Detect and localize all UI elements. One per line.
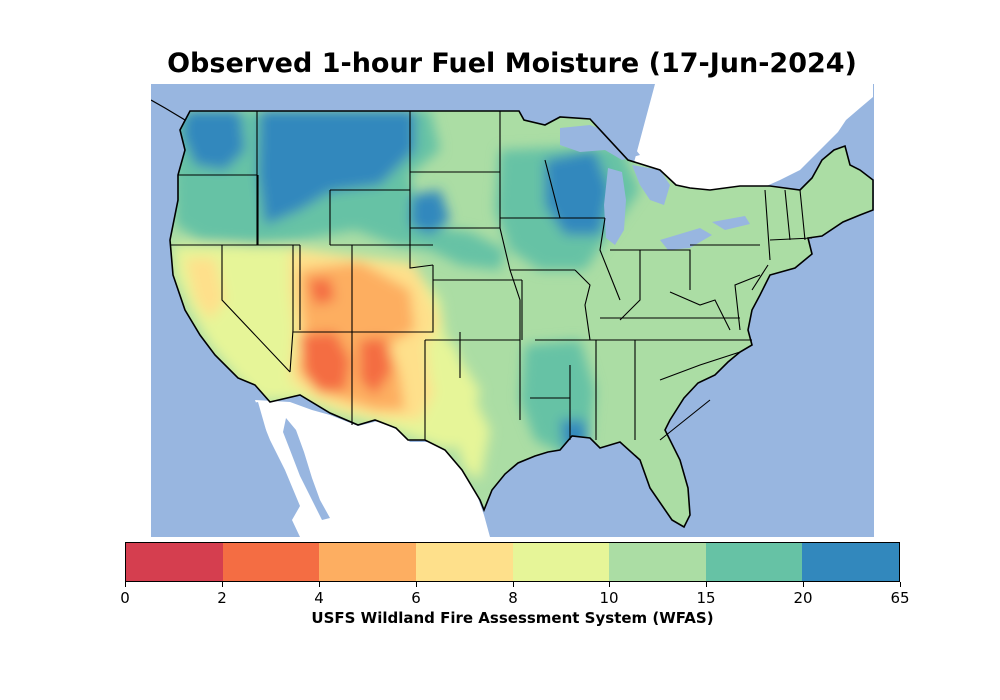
colorbar-bin-8-10 xyxy=(512,543,610,581)
lake-ontario xyxy=(712,216,750,230)
colorbar-bin-20-65 xyxy=(802,543,899,581)
colorbar-tick-label: 4 xyxy=(314,589,324,607)
lake-erie xyxy=(660,228,712,250)
colorbar-bin-10-15 xyxy=(609,543,706,581)
colorbar-tick xyxy=(803,582,804,587)
moisture-20-65-montana xyxy=(258,111,415,225)
moisture-20-65-wisconsin xyxy=(545,150,610,235)
us-outline xyxy=(169,110,874,529)
colorbar-bin-0-2 xyxy=(126,543,223,581)
map-title: Observed 1-hour Fuel Moisture (17-Jun-20… xyxy=(167,48,857,79)
colorbar-tick xyxy=(416,582,417,587)
colorbar-tick xyxy=(513,582,514,587)
colorbar-bin-15-20 xyxy=(705,543,803,581)
colorbar-bin-2-4 xyxy=(222,543,320,581)
colorbar-bin-6-8 xyxy=(415,543,513,581)
conus-fuel-moisture-map xyxy=(151,84,874,537)
map-panel xyxy=(151,84,874,537)
great-lakes xyxy=(560,85,750,250)
colorbar-tick-label: 8 xyxy=(508,589,518,607)
colorbar xyxy=(125,542,900,582)
moisture-8-10-westtexas xyxy=(425,340,490,480)
moisture-2-4-arizona xyxy=(300,278,392,395)
colorbar-tick xyxy=(900,582,901,587)
colorbar-tick xyxy=(609,582,610,587)
moisture-20-65-washington xyxy=(182,111,245,170)
lake-huron xyxy=(632,165,670,205)
lake-winnipeg-region xyxy=(588,85,602,104)
colorbar-tick-label: 65 xyxy=(890,589,910,607)
colorbar-tick-label: 6 xyxy=(411,589,421,607)
baja-coast-water xyxy=(151,402,294,537)
colorbar-caption: USFS Wildland Fire Assessment System (WF… xyxy=(311,609,714,627)
lake-michigan xyxy=(604,168,626,245)
colorbar-tick xyxy=(706,582,707,587)
moisture-20-65-sdakota xyxy=(410,190,450,235)
colorbar-tick-label: 15 xyxy=(696,589,716,607)
colorbar-tick xyxy=(319,582,320,587)
colorbar-tick xyxy=(125,582,126,587)
colorbar-bin-4-6 xyxy=(319,543,416,581)
fuel-moisture-field xyxy=(170,111,873,527)
state-boundaries xyxy=(169,110,874,529)
colorbar-tick-label: 10 xyxy=(599,589,619,607)
colorbar-tick xyxy=(222,582,223,587)
colorbar-tick-label: 20 xyxy=(793,589,813,607)
colorbar-tick-label: 0 xyxy=(120,589,130,607)
coastline-accent xyxy=(151,99,186,131)
gulf-of-california xyxy=(283,418,330,520)
colorbar-tick-label: 2 xyxy=(217,589,227,607)
